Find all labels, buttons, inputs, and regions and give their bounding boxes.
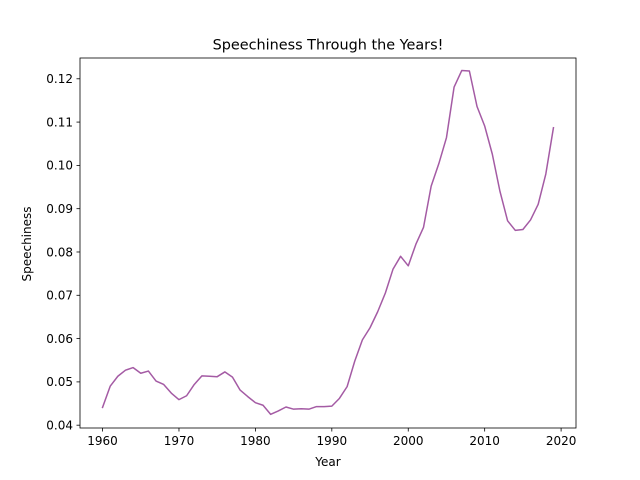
x-tick-label: 2010	[469, 434, 500, 448]
y-axis-label: Speechiness	[20, 206, 34, 281]
series-line	[101, 69, 555, 416]
x-axis-label: Year	[314, 455, 340, 469]
x-tick-label: 1980	[240, 434, 271, 448]
y-tick-label: 0.12	[46, 72, 73, 86]
x-tick-label: 1990	[317, 434, 348, 448]
x-tick-label: 1960	[87, 434, 118, 448]
axes-frame	[79, 57, 577, 429]
y-tick-label: 0.09	[46, 202, 73, 216]
y-tick-label: 0.07	[46, 289, 73, 303]
y-tick-label: 0.05	[46, 375, 73, 389]
y-axis: 0.04 0.05 0.06 0.07 0.08 0.09 0.10 0.11 0.12	[46, 72, 80, 432]
y-tick-label: 0.08	[46, 245, 73, 259]
series-layer	[101, 69, 555, 416]
y-tick-label: 0.04	[46, 418, 73, 432]
y-tick-label: 0.06	[46, 332, 73, 346]
x-tick-label: 2020	[546, 434, 577, 448]
y-tick-label: 0.11	[46, 115, 73, 129]
x-axis: 1960 1970 1980 1990 2000 2010 2020	[87, 428, 576, 448]
y-tick-label: 0.10	[46, 159, 73, 173]
x-tick-label: 2000	[393, 434, 424, 448]
x-tick-label: 1970	[164, 434, 195, 448]
plot-area	[79, 57, 577, 429]
chart-title: Speechiness Through the Years!	[213, 38, 444, 54]
